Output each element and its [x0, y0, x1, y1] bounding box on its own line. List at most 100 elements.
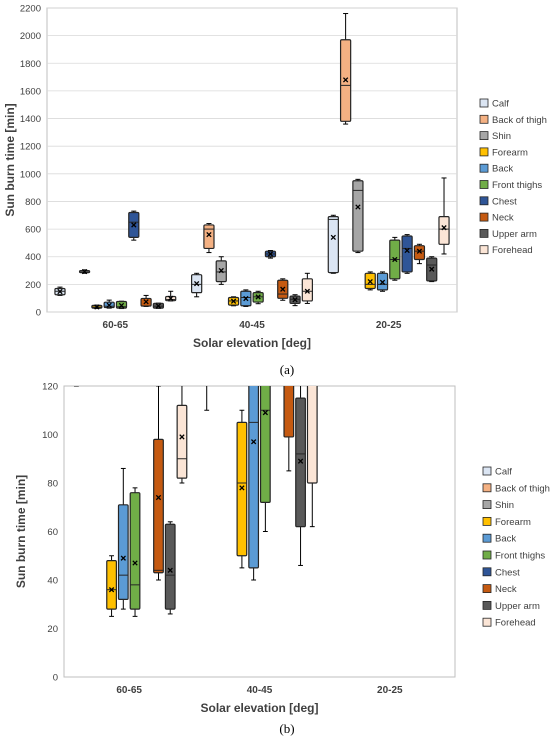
legend-swatch: [479, 163, 489, 173]
legend-swatch: [482, 516, 492, 526]
mean-marker: [131, 222, 137, 228]
box-calf-60-65: [73, 386, 79, 387]
box-forearm-60-65: [91, 304, 103, 310]
box-back-20-25: [376, 271, 389, 292]
box-neck-60-65: [153, 386, 164, 581]
box-back-40-45: [240, 289, 252, 307]
legend-label: Back of thigh: [492, 115, 547, 126]
box-front-thighs-60-65: [115, 300, 128, 310]
y-tick-label: 1600: [20, 86, 41, 97]
legend-swatch: [482, 617, 492, 627]
box-shin-40-45: [215, 256, 227, 285]
box-front-thighs-60-65: [129, 487, 141, 617]
x-axis-title: Solar elevation [deg]: [200, 701, 318, 715]
mean-marker: [94, 304, 100, 310]
box-calf-40-45: [191, 272, 203, 298]
box-shin-60-65: [78, 268, 91, 275]
legend-label: Forehead: [495, 618, 536, 629]
y-tick-label: 0: [36, 308, 41, 319]
panel-label-b: (b): [279, 721, 295, 736]
mean-marker: [108, 587, 115, 593]
legend-label: Forehead: [492, 245, 533, 256]
legend-swatch: [479, 98, 489, 108]
box-forehead-40-45: [301, 272, 313, 304]
legend-swatch: [479, 147, 489, 157]
mean-marker: [379, 279, 386, 285]
box-chest-40-45: [264, 250, 277, 259]
mean-marker: [132, 560, 138, 566]
box-forehead-60-65: [165, 290, 177, 302]
y-tick-label: 100: [42, 430, 58, 441]
y-tick-label: 1400: [20, 114, 41, 125]
legend-label: Neck: [492, 213, 514, 224]
mean-marker: [193, 281, 200, 287]
box-chest-60-65: [128, 210, 140, 241]
box: [164, 523, 176, 610]
mean-marker: [297, 458, 304, 464]
box: [327, 216, 339, 274]
box: [438, 216, 450, 245]
box-forehead-60-65: [176, 386, 188, 484]
box-neck-60-65: [140, 294, 152, 307]
mean-marker: [118, 302, 125, 309]
panel-label-a: (a): [279, 362, 295, 377]
box: [413, 245, 426, 261]
mean-marker: [106, 302, 112, 308]
y-tick-label: 2000: [20, 31, 41, 42]
legend-label: Shin: [492, 131, 511, 142]
legend-swatch: [479, 245, 489, 255]
chart-b: 0 20 40 60 80 100 120 60-65 40-45 20-25 Solar elev…: [14, 382, 550, 716]
box: [401, 235, 413, 273]
mean-marker: [168, 295, 174, 301]
box: [176, 404, 188, 479]
x-tick-label: 40-45: [239, 320, 265, 331]
legend-label: Back: [495, 534, 516, 545]
box-neck-20-25: [413, 243, 426, 265]
mean-marker: [239, 485, 245, 491]
mean-marker: [304, 288, 311, 294]
box: [117, 504, 129, 600]
x-tick-label: 60-65: [116, 685, 142, 696]
mean-marker: [155, 494, 162, 501]
mean-marker: [342, 77, 349, 83]
box-shin-20-25: [352, 178, 364, 254]
mean-marker: [292, 297, 298, 303]
box-forearm-40-45: [236, 409, 248, 569]
mean-marker: [167, 567, 173, 573]
mean-marker: [155, 303, 162, 309]
box: [106, 560, 117, 610]
box-forearm-20-25: [364, 271, 376, 291]
legend-swatch: [482, 466, 492, 476]
mean-marker: [250, 439, 257, 445]
mean-marker: [267, 251, 274, 257]
y-tick-label: 2200: [20, 4, 41, 15]
legend-label: Upper arm: [492, 229, 537, 240]
box: [236, 421, 248, 557]
box-calf-40-45: [204, 386, 210, 411]
box: [153, 438, 164, 574]
y-axis-title: Sun burn time [min]: [3, 103, 17, 216]
legend-label: Front thighs: [495, 551, 545, 562]
legend-swatch: [482, 600, 492, 610]
box-back-of-thigh-40-45: [203, 223, 215, 254]
legend-swatch: [482, 550, 492, 560]
x-tick-label: 20-25: [377, 685, 403, 696]
x-tick-label: 60-65: [103, 320, 129, 331]
box-front-thighs-40-45: [259, 386, 271, 532]
box: [301, 278, 313, 302]
box-back-60-65: [103, 299, 115, 309]
legend-swatch: [482, 483, 492, 493]
y-tick-label: 1000: [20, 169, 41, 180]
mean-marker: [262, 410, 269, 416]
legend-swatch: [482, 533, 492, 543]
mean-marker: [392, 256, 398, 263]
box: [352, 180, 364, 252]
mean-marker: [330, 234, 336, 241]
box: [203, 224, 215, 250]
y-tick-label: 0: [53, 673, 58, 684]
legend-swatch: [482, 584, 492, 594]
legend-swatch: [479, 114, 489, 124]
box-calf-20-25: [327, 214, 339, 274]
box-neck-40-45: [277, 278, 289, 301]
box: [129, 492, 141, 610]
